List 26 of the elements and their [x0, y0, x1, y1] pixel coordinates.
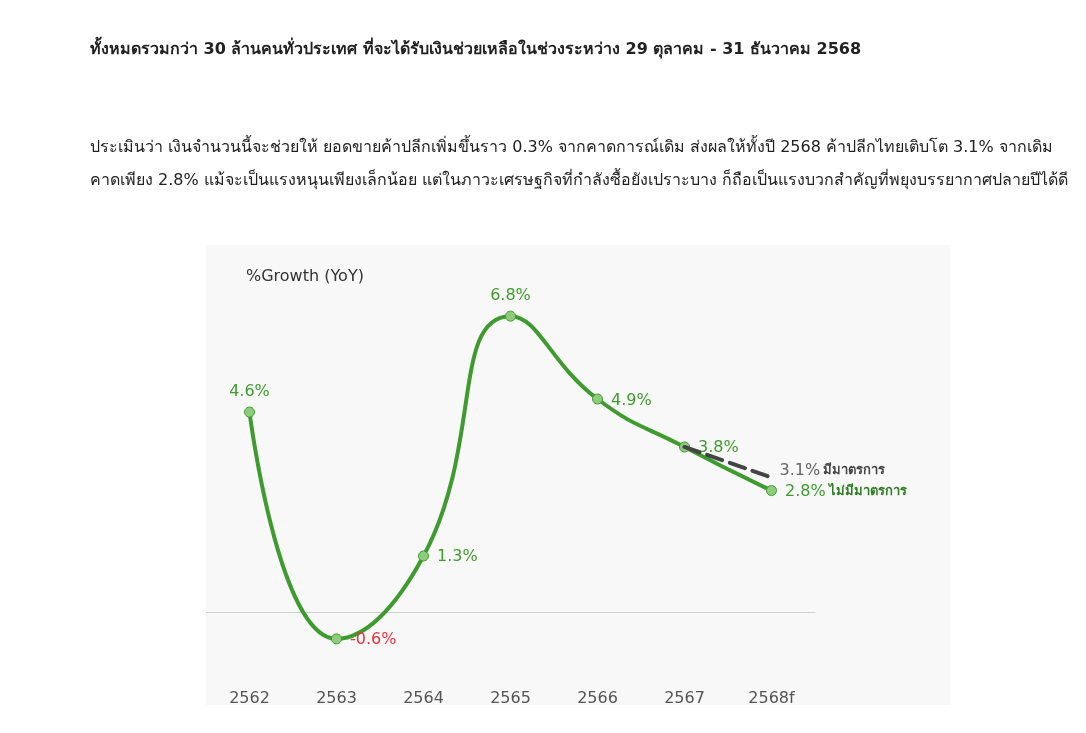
data-label: 4.6%: [229, 381, 270, 401]
data-label: 1.3%: [437, 546, 478, 566]
data-label: 3.8%: [698, 437, 739, 457]
point: [505, 310, 516, 322]
data-label: 2.8%: [785, 481, 826, 501]
text: มีมาตรการ: [823, 462, 886, 477]
data-label: 3.1%: [779, 460, 821, 479]
point: [418, 550, 429, 562]
x-tick-label: 2564: [403, 687, 444, 707]
text: ไม่มีมาตรการ: [826, 482, 907, 499]
x-tick-label: 2562: [229, 687, 270, 707]
chart-title: ทั้งหมดรวมกว่า 30 ล้านคนทั่วประเทศ ที่จะได้รับเงินช่วยเหลือในช่วงระหว่าง 29 ตุลาคม - 31 ธันวาคม 2568: [90, 36, 863, 61]
point: [331, 633, 342, 645]
x-tick-label: 2566: [577, 687, 618, 707]
x-tick-label: 2567: [664, 687, 705, 707]
x-tick-label: 2563: [316, 687, 357, 707]
point: [766, 485, 777, 497]
data-label: 6.8%: [490, 285, 531, 305]
x-tick-label: 2568f: [748, 687, 796, 707]
x-tick-label: 2565: [490, 687, 531, 707]
y-axis-title: %Growth (YoY): [246, 265, 364, 285]
point: [244, 406, 255, 418]
data-label: 4.9%: [611, 389, 652, 409]
chart-subtitle: ประเมินว่า เงินจำนวนนี้จะช่วยให้ ยอดขายค้าปลีกเพิ่มขึ้นราว 0.3% จากคาดการณ์เดิม ส่งผลให้ทั้งปี 2568 ค้าปลีกไทยเติบโต 3.1% จากเดิมคาดเพียง 2.8% แม้จะเป็นแรงหนุนเพียงเล็กน้อย แต่ในภาวะเศรษฐกิจที่กำลังซื้อยังเปราะบาง ก็ถือเป็นแรงบวกสำคัญที่พยุงบรรยากาศปลายปีได้ดี: [90, 134, 1069, 192]
point: [592, 393, 603, 405]
data-label: -0.6%: [350, 629, 397, 649]
